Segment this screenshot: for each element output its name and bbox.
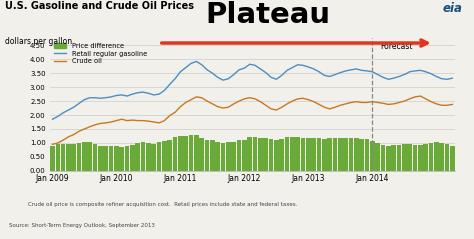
Bar [119, 147, 124, 171]
Bar [93, 144, 97, 171]
Bar [370, 141, 374, 171]
Bar [317, 138, 321, 171]
Bar [136, 143, 140, 171]
Bar [146, 143, 151, 171]
Bar [141, 142, 146, 171]
Bar [285, 137, 289, 171]
Bar [338, 138, 343, 171]
Bar [114, 146, 118, 171]
Bar [98, 146, 103, 171]
Bar [72, 143, 76, 171]
Bar [290, 137, 295, 171]
Bar [200, 138, 204, 171]
Bar [231, 141, 236, 171]
Bar [295, 137, 300, 171]
Bar [221, 143, 225, 171]
Bar [264, 138, 268, 171]
Bar [328, 138, 332, 171]
Bar [103, 146, 108, 171]
Bar [301, 138, 305, 171]
Bar [434, 142, 438, 171]
Bar [226, 142, 231, 171]
Bar [247, 137, 252, 171]
Bar [55, 144, 60, 171]
Bar [269, 139, 273, 171]
Bar [280, 139, 284, 171]
Bar [354, 138, 359, 171]
Bar [392, 145, 396, 171]
Bar [82, 141, 87, 171]
Text: U.S. Gasoline and Crude Oil Prices: U.S. Gasoline and Crude Oil Prices [5, 1, 194, 11]
Bar [189, 135, 193, 171]
Text: Source: Short-Term Energy Outlook, September 2013: Source: Short-Term Energy Outlook, Septe… [9, 223, 155, 228]
Bar [50, 146, 55, 171]
FancyArrowPatch shape [162, 40, 427, 46]
Bar [418, 145, 423, 171]
Bar [210, 140, 215, 171]
Bar [253, 137, 257, 171]
Bar [88, 142, 92, 171]
Text: dollars per gallon: dollars per gallon [5, 37, 72, 46]
Bar [125, 146, 129, 171]
Bar [194, 136, 199, 171]
Bar [183, 136, 188, 171]
Bar [386, 146, 391, 171]
Bar [333, 138, 337, 171]
Bar [274, 140, 279, 171]
Bar [167, 140, 172, 171]
Bar [216, 141, 220, 171]
Bar [237, 140, 241, 171]
Bar [439, 143, 444, 171]
Bar [173, 137, 177, 171]
Bar [445, 144, 449, 171]
Bar [381, 145, 385, 171]
Text: Crude oil price is composite refiner acquisition cost.  Retail prices include st: Crude oil price is composite refiner acq… [28, 202, 298, 207]
Bar [322, 139, 327, 171]
Bar [109, 146, 113, 171]
Bar [349, 138, 353, 171]
Bar [157, 142, 161, 171]
Text: eia: eia [442, 2, 462, 15]
Text: Plateau: Plateau [205, 1, 330, 29]
Bar [402, 144, 407, 171]
Bar [423, 144, 428, 171]
Bar [130, 145, 135, 171]
Bar [311, 138, 316, 171]
Bar [66, 144, 71, 171]
Bar [178, 136, 182, 171]
Bar [205, 140, 210, 171]
Bar [162, 141, 167, 171]
Bar [77, 143, 82, 171]
Bar [408, 144, 412, 171]
Bar [429, 143, 433, 171]
Bar [375, 143, 380, 171]
Bar [258, 138, 263, 171]
Text: Forecast: Forecast [380, 42, 413, 51]
Bar [413, 145, 417, 171]
Bar [397, 145, 401, 171]
Bar [359, 139, 364, 171]
Bar [242, 140, 246, 171]
Bar [450, 146, 455, 171]
Bar [365, 139, 369, 171]
Bar [61, 143, 65, 171]
Bar [344, 138, 348, 171]
Legend: Price difference, Retail regular gasoline, Crude oil: Price difference, Retail regular gasolin… [53, 42, 148, 66]
Bar [306, 138, 310, 171]
Bar [152, 144, 156, 171]
